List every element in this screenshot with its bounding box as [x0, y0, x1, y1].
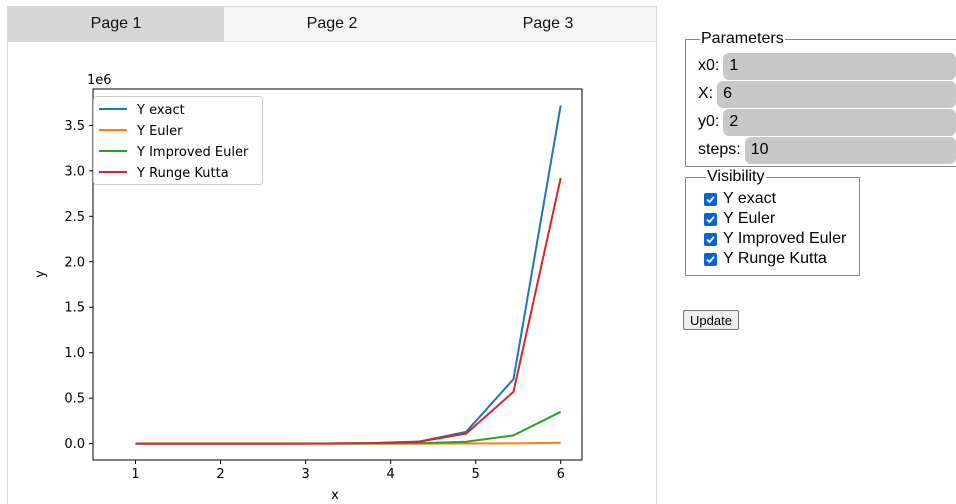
param-label-x0: x0: [698, 57, 720, 74]
y0-input[interactable]: 2 [723, 108, 956, 136]
x-tick-label: 2 [216, 467, 224, 482]
y-scale-label: 1e6 [87, 73, 112, 88]
visibility-row-y-exact[interactable]: Y exact [704, 189, 853, 209]
y-tick-label: 1.5 [64, 301, 85, 316]
series-line-y-improved-euler [135, 410, 562, 445]
visibility-row-y-runge-kutta[interactable]: Y Runge Kutta [704, 249, 853, 269]
x-tick-label: 5 [472, 467, 480, 482]
x-tick-label: 4 [387, 467, 395, 482]
update-button[interactable]: Update [683, 310, 739, 330]
parameters-group: Parameters x0: 1 X: 6 y0: 2 steps: 10 [685, 30, 956, 167]
y-exact-label: Y exact [723, 190, 777, 207]
chart-legend: Y exact Y Euler Y Improved Euler Y Runge Ku… [93, 96, 263, 185]
visibility-group: Visibility Y exact Y Euler Y Improved Eu… [685, 168, 860, 276]
control-panel: Parameters x0: 1 X: 6 y0: 2 steps: 10 Vi… [685, 30, 956, 276]
legend-label: Y Runge Kutta [136, 166, 229, 181]
y-improved-euler-checkbox[interactable] [704, 232, 717, 246]
x-tick-label: 3 [301, 467, 309, 482]
tab-page-2[interactable]: Page 2 [224, 7, 440, 41]
plot-frame [92, 88, 583, 461]
y-improved-euler-label: Y Improved Euler [723, 230, 847, 247]
check-icon [706, 215, 715, 223]
legend-label: Y Euler [136, 124, 183, 139]
visibility-legend: Visibility [707, 168, 765, 185]
x-tick-label: 1 [131, 467, 139, 482]
y-tick-label: 3.5 [64, 119, 85, 134]
parameters-legend: Parameters [701, 30, 784, 47]
tab-page-1[interactable]: Page 1 [8, 7, 224, 41]
y-axis-label: y [33, 270, 48, 278]
param-row-y0: y0: 2 [698, 108, 956, 136]
y-tick-label: 3.0 [64, 164, 85, 179]
plot-panel: Page 1 Page 2 Page 3 1 2 3 4 5 6 0.0 0.5 1.0 1.5 2… [7, 6, 657, 504]
y-tick-label: 0.0 [64, 437, 85, 452]
y-euler-label: Y Euler [723, 210, 776, 227]
series-line-y-runge-kutta [135, 177, 562, 445]
check-icon [706, 195, 715, 203]
legend-label: Y exact [136, 103, 185, 118]
y-tick-label: 2.5 [64, 210, 85, 225]
visibility-row-y-improved-euler[interactable]: Y Improved Euler [704, 229, 853, 249]
x0-input[interactable]: 1 [723, 52, 956, 80]
check-icon [706, 255, 715, 263]
visibility-row-y-euler[interactable]: Y Euler [704, 209, 853, 229]
param-row-steps: steps: 10 [698, 136, 956, 164]
param-row-X: X: 6 [698, 80, 956, 108]
param-label-X: X: [698, 85, 714, 102]
steps-input[interactable]: 10 [744, 136, 956, 164]
tab-page-3[interactable]: Page 3 [440, 7, 656, 41]
param-label-y0: y0: [698, 113, 720, 130]
y-runge-kutta-checkbox[interactable] [704, 252, 717, 266]
tab-bar: Page 1 Page 2 Page 3 [8, 7, 656, 42]
y-tick-label: 2.0 [64, 255, 85, 270]
y-exact-checkbox[interactable] [704, 192, 717, 206]
x-axis-label: x [331, 488, 339, 503]
y-runge-kutta-label: Y Runge Kutta [723, 250, 827, 267]
y-tick-label: 1.0 [64, 346, 85, 361]
chart-area: 1 2 3 4 5 6 0.0 0.5 1.0 1.5 2.0 2.5 3.0 3.5 1e6 x y Y… [8, 42, 656, 504]
legend-label: Y Improved Euler [136, 145, 249, 160]
X-input[interactable]: 6 [717, 80, 956, 108]
y-tick-label: 0.5 [64, 392, 85, 407]
line-chart: 1 2 3 4 5 6 0.0 0.5 1.0 1.5 2.0 2.5 3.0 3.5 1e6 x y Y… [33, 73, 583, 503]
x-tick-label: 6 [557, 467, 565, 482]
y-euler-checkbox[interactable] [704, 212, 717, 226]
param-label-steps: steps: [698, 141, 741, 158]
legend-box [93, 96, 263, 185]
param-row-x0: x0: 1 [698, 52, 956, 80]
check-icon [706, 235, 715, 243]
